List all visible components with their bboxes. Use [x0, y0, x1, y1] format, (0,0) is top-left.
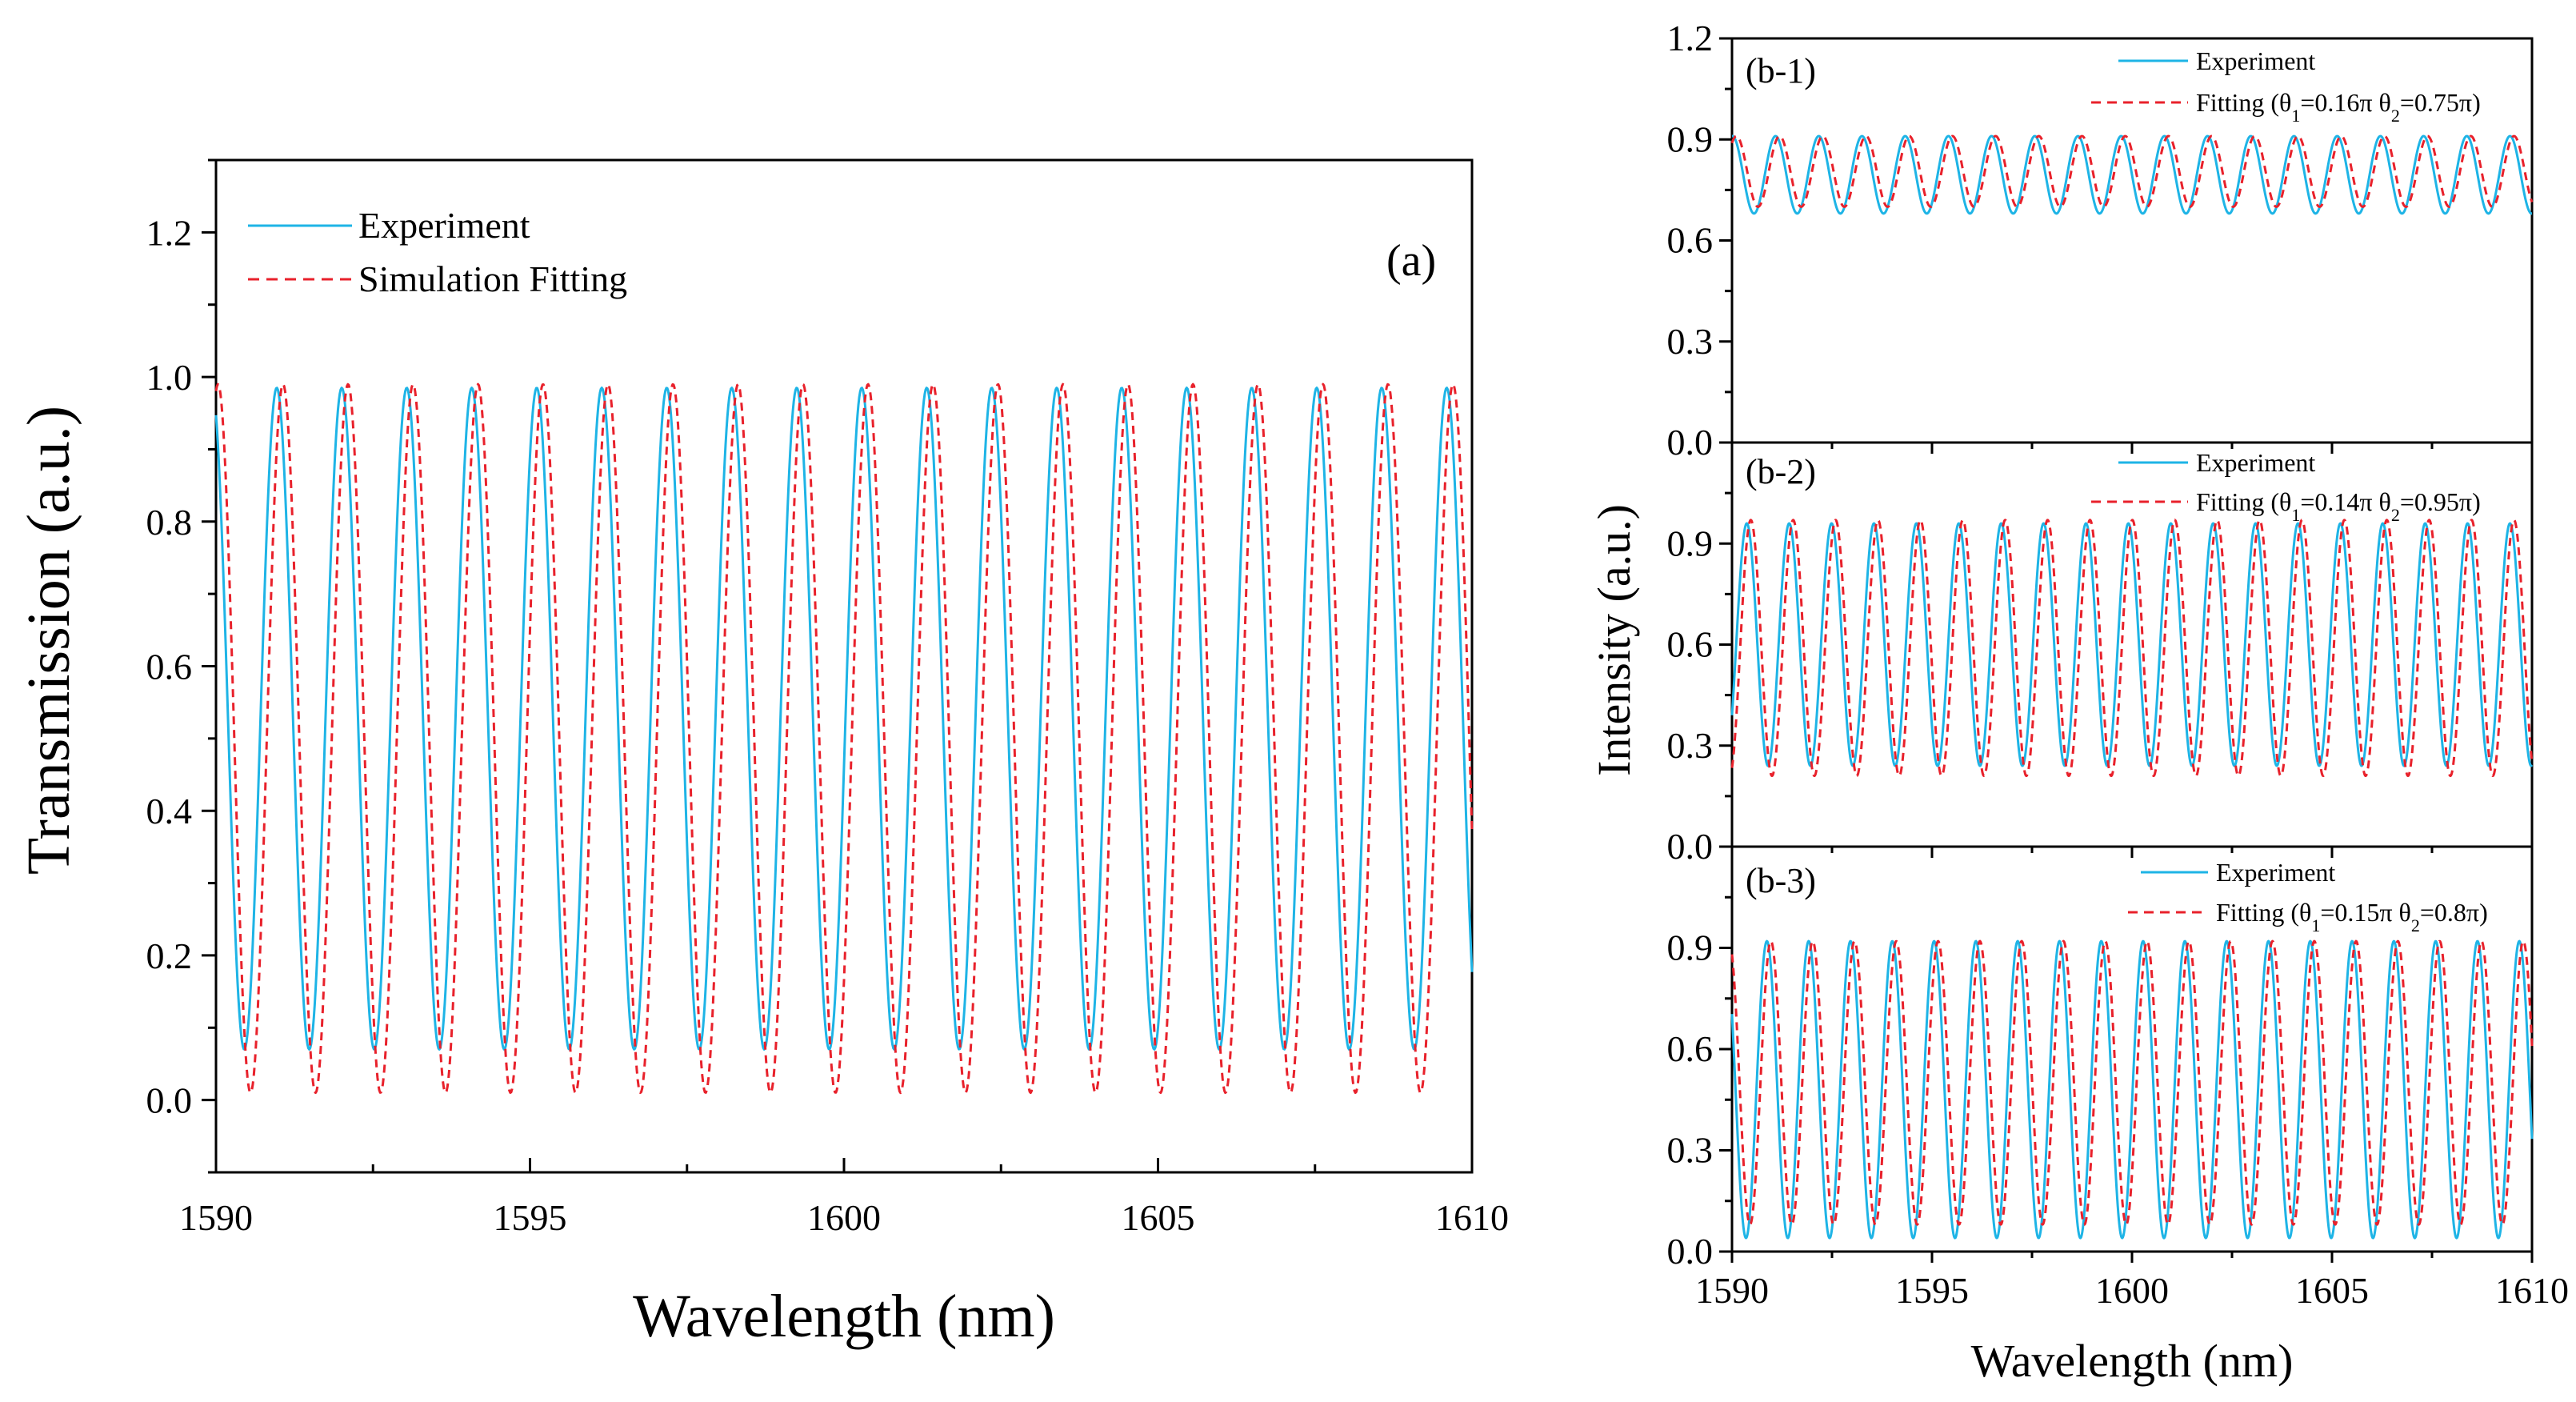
- legend-a-experiment-label: Experiment: [358, 205, 530, 246]
- b3-y-tick-label: 0.0: [1667, 1231, 1714, 1272]
- panel-b3-series: [1730, 939, 2534, 1240]
- a-x-tick-label: 1605: [1122, 1197, 1195, 1238]
- panel-b3-tag: (b-3): [1746, 861, 1816, 900]
- a-y-tick-label: 1.0: [146, 357, 193, 398]
- b3-x-tick-label: 1605: [2295, 1270, 2369, 1311]
- a-y-tick-label: 0.8: [146, 502, 193, 543]
- b1-y-tick-label: 1.2: [1667, 18, 1714, 58]
- b3-y-tick-label: 0.6: [1667, 1028, 1714, 1069]
- b1-y-tick-label: 0.3: [1667, 321, 1714, 362]
- legend-a-fitting-label: Simulation Fitting: [358, 258, 627, 299]
- b3-x-tick-label: 1610: [2495, 1270, 2569, 1311]
- panel-a-legend: Experiment Simulation Fitting: [248, 205, 627, 299]
- panel-b: 0.0 0.3 0.6 0.9 1.2 0.0 0.3 0.6 0.9 0.0 0.3 0.6 0.9 1…: [1588, 18, 2569, 1387]
- legend-b1-experiment-label: Experiment: [2196, 46, 2315, 75]
- b2-y-tick-label: 0.9: [1667, 523, 1714, 563]
- b3-x-tick-label: 1600: [2095, 1270, 2169, 1311]
- a-y-tick-label: 0.4: [146, 791, 193, 831]
- panel-b1-tag: (b-1): [1746, 51, 1816, 90]
- panel-b-ticks: 0.0 0.3 0.6 0.9 1.2 0.0 0.3 0.6 0.9 0.0 0.3 0.6 0.9 1…: [1667, 18, 2570, 1311]
- b3-x-tick-label: 1590: [1695, 1270, 1769, 1311]
- panel-b2-tag: (b-2): [1746, 452, 1816, 491]
- panel-a: 1590 1595 1600 1605 1610 0.0 0.2 0.4 0.6 0.8 1.0 1.…: [15, 158, 1509, 1350]
- a-series-fitting-line: [214, 383, 1474, 1095]
- panel-b1-series: [1730, 134, 2534, 215]
- a-y-tick-label: 0.2: [146, 935, 193, 976]
- panel-b-ylabel: Intensity (a.u.): [1588, 504, 1640, 776]
- panel-a-tag: (a): [1386, 236, 1436, 286]
- a-y-tick-label: 0.0: [146, 1080, 193, 1121]
- panel-b3-legend: Experiment Fitting (θ1=0.15π θ2=0.8π): [2128, 858, 2488, 935]
- b3-y-tick-label: 0.9: [1667, 927, 1714, 968]
- b1-y-tick-label: 0.9: [1667, 118, 1714, 159]
- panel-b2-series: [1730, 519, 2534, 778]
- a-x-tick-label: 1610: [1435, 1197, 1509, 1238]
- legend-b2-experiment-label: Experiment: [2196, 448, 2315, 477]
- panel-b1-legend: Experiment Fitting (θ1=0.16π θ2=0.75π): [2091, 46, 2481, 126]
- b2-series-fitting-line: [1730, 519, 2534, 778]
- legend-b3-experiment-label: Experiment: [2216, 858, 2335, 887]
- b2-y-tick-label: 0.6: [1667, 624, 1714, 665]
- b1-y-tick-label: 0.0: [1667, 422, 1714, 463]
- b3-y-tick-label: 0.3: [1667, 1130, 1714, 1171]
- a-x-tick-label: 1600: [807, 1197, 881, 1238]
- b3-x-tick-label: 1595: [1895, 1270, 1969, 1311]
- a-y-tick-label: 1.2: [146, 212, 193, 253]
- b1-y-tick-label: 0.6: [1667, 220, 1714, 261]
- legend-b3-fitting-label: Fitting (θ1=0.15π θ2=0.8π): [2216, 898, 2488, 935]
- a-x-tick-label: 1590: [179, 1197, 253, 1238]
- panel-b-xlabel: Wavelength (nm): [1971, 1335, 2294, 1387]
- a-series-experiment-line: [214, 387, 1474, 1051]
- panel-a-ticks: 1590 1595 1600 1605 1610 0.0 0.2 0.4 0.6 0.8 1.0 1.…: [146, 158, 1509, 1238]
- b1-series-experiment-line: [1731, 134, 2533, 215]
- legend-b1-fitting-label: Fitting (θ1=0.16π θ2=0.75π): [2196, 88, 2481, 126]
- legend-b2-fitting-label: Fitting (θ1=0.14π θ2=0.95π): [2196, 487, 2481, 525]
- a-y-tick-label: 0.6: [146, 647, 193, 687]
- b2-y-tick-label: 0.3: [1667, 725, 1714, 766]
- b2-y-tick-label: 0.0: [1667, 826, 1714, 867]
- panel-a-ylabel: Transmission (a.u.): [15, 406, 82, 875]
- panel-b2-legend: Experiment Fitting (θ1=0.14π θ2=0.95π): [2091, 448, 2481, 525]
- panel-a-xlabel: Wavelength (nm): [633, 1283, 1055, 1350]
- b2-series-experiment-line: [1730, 522, 2534, 767]
- a-x-tick-label: 1595: [494, 1197, 567, 1238]
- panel-a-series: [214, 383, 1474, 1095]
- b3-series-fitting-line: [1730, 939, 2534, 1226]
- b3-series-experiment-line: [1730, 939, 2534, 1240]
